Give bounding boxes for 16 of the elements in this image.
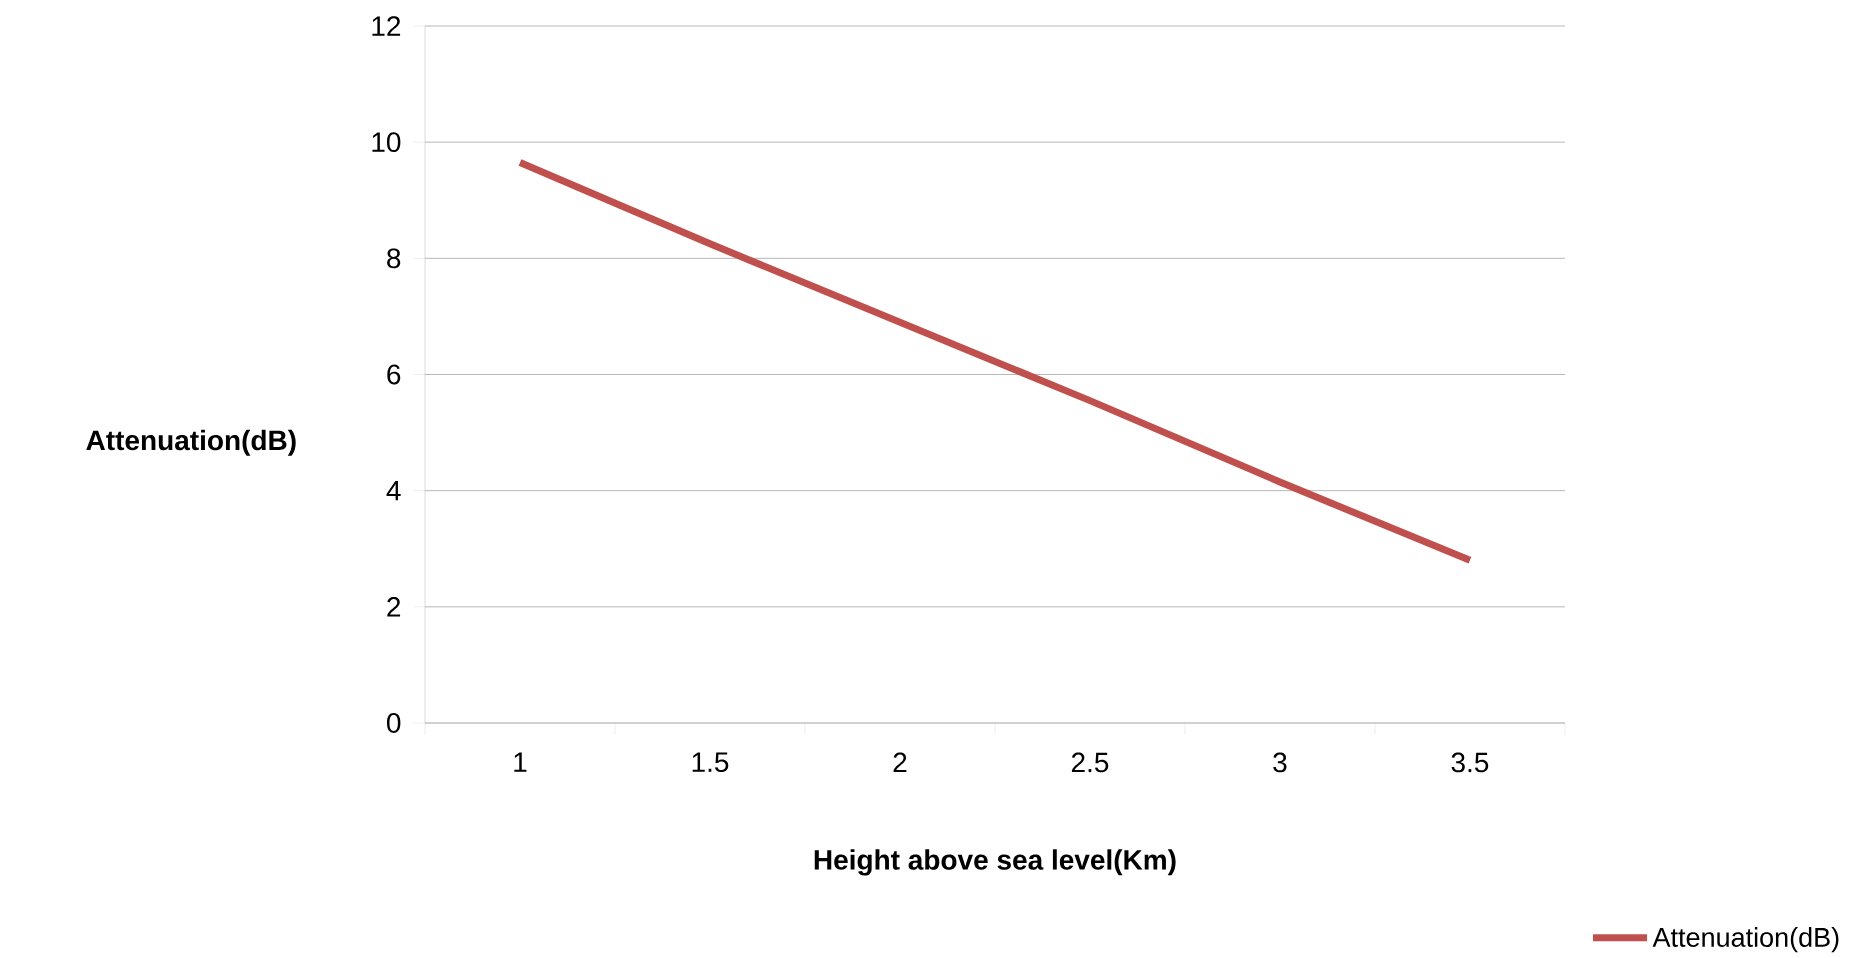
x-axis-title: Height above sea level(Km)	[814, 849, 1176, 876]
x-tick-label: 3	[1273, 752, 1287, 773]
x-tick-label: 2	[893, 752, 907, 773]
y-tick-label: 6	[387, 364, 401, 385]
x-tick-label: 2.5	[1071, 752, 1109, 773]
y-tick-label: 4	[386, 481, 401, 501]
y-tick-label: 10	[372, 132, 401, 153]
x-tick-label: 1	[514, 752, 527, 772]
x-tick-label: 1.5	[692, 752, 729, 773]
y-axis-title: Attenuation(dB)	[86, 429, 296, 456]
x-tick-label: 3.5	[1451, 752, 1489, 773]
y-tick-label: 8	[387, 248, 401, 269]
legend-label: Attenuation(dB)	[1652, 927, 1839, 953]
y-tick-label: 2	[387, 597, 401, 617]
y-tick-label: 0	[387, 713, 401, 733]
y-tick-label: 12	[372, 16, 401, 36]
